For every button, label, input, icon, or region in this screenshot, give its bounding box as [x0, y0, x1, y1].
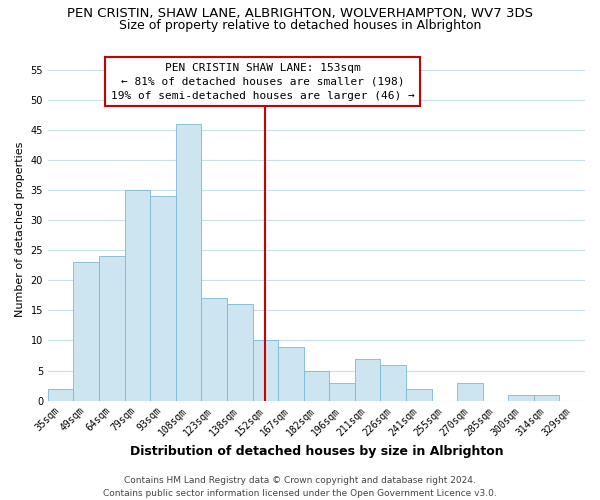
- Bar: [227, 304, 253, 400]
- Bar: [48, 388, 73, 400]
- Bar: [508, 394, 534, 400]
- Bar: [355, 358, 380, 401]
- Bar: [329, 382, 355, 400]
- Bar: [73, 262, 99, 400]
- Bar: [380, 364, 406, 400]
- Bar: [99, 256, 125, 400]
- Bar: [457, 382, 482, 400]
- Bar: [125, 190, 150, 400]
- Bar: [278, 346, 304, 401]
- Text: Contains HM Land Registry data © Crown copyright and database right 2024.
Contai: Contains HM Land Registry data © Crown c…: [103, 476, 497, 498]
- Bar: [202, 298, 227, 400]
- Bar: [176, 124, 202, 400]
- Text: Size of property relative to detached houses in Albrighton: Size of property relative to detached ho…: [119, 19, 481, 32]
- Y-axis label: Number of detached properties: Number of detached properties: [15, 142, 25, 317]
- Bar: [534, 394, 559, 400]
- X-axis label: Distribution of detached houses by size in Albrighton: Distribution of detached houses by size …: [130, 444, 503, 458]
- Bar: [253, 340, 278, 400]
- Text: PEN CRISTIN SHAW LANE: 153sqm
← 81% of detached houses are smaller (198)
19% of : PEN CRISTIN SHAW LANE: 153sqm ← 81% of d…: [111, 62, 415, 100]
- Bar: [304, 370, 329, 400]
- Text: PEN CRISTIN, SHAW LANE, ALBRIGHTON, WOLVERHAMPTON, WV7 3DS: PEN CRISTIN, SHAW LANE, ALBRIGHTON, WOLV…: [67, 8, 533, 20]
- Bar: [150, 196, 176, 400]
- Bar: [406, 388, 431, 400]
